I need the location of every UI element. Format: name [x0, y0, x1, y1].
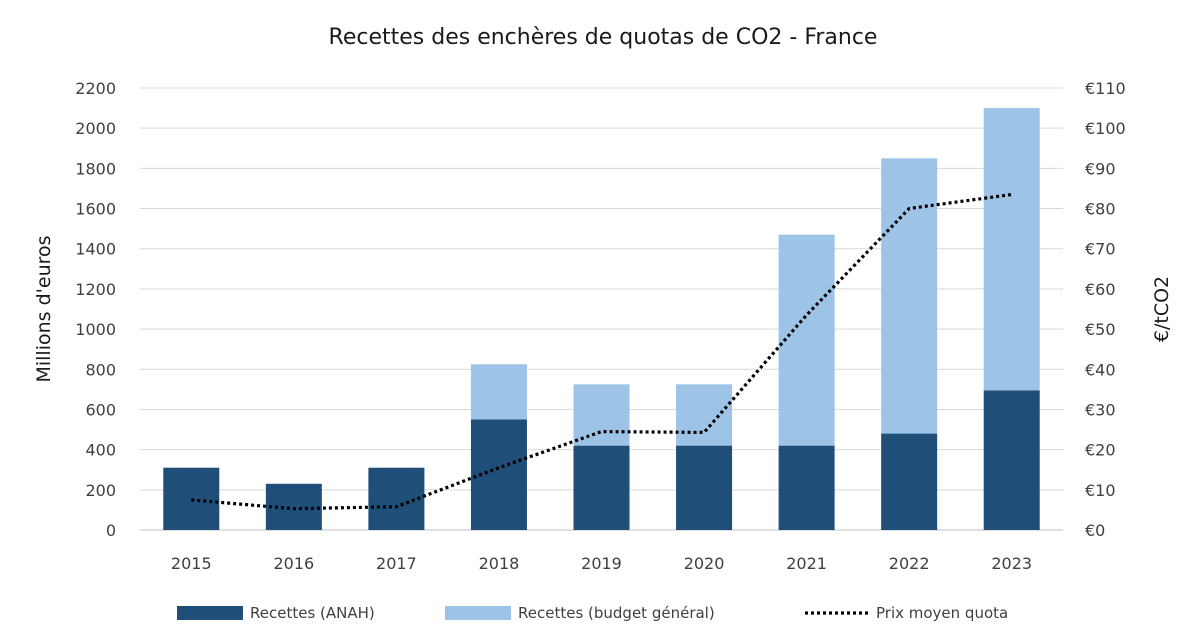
bar-anah-2021 — [778, 445, 835, 530]
bars — [163, 108, 1040, 530]
bar-budget-2022 — [881, 158, 938, 434]
x-tick-label: 2016 — [273, 554, 314, 573]
bar-budget-2018 — [470, 364, 527, 420]
y2-tick-label: €10 — [1085, 481, 1116, 500]
y2-tick-label: €110 — [1085, 79, 1126, 98]
y-axis-left-ticks: 0 200 400 600 800 1000 1200 1400 1600 1800 2000 220… — [75, 79, 116, 540]
y-axis-left-title: Millions d'euros — [33, 235, 55, 382]
x-tick-label: 2019 — [581, 554, 622, 573]
y-tick-label: 200 — [85, 481, 116, 500]
bar-anah-2023 — [983, 390, 1040, 530]
x-tick-label: 2022 — [889, 554, 930, 573]
y2-tick-label: €20 — [1085, 441, 1116, 460]
y-axis-right-ticks: €0 €10 €20 €30 €40 €50 €60 €70 €80 €90 €100 €110 — [1085, 79, 1126, 540]
y2-tick-label: €60 — [1085, 280, 1116, 299]
x-tick-label: 2015 — [171, 554, 212, 573]
bar-budget-2023 — [983, 108, 1040, 391]
bar-budget-2019 — [573, 384, 630, 446]
y2-tick-label: €0 — [1085, 521, 1105, 540]
y-axis-right-title: €/tCO2 — [1151, 276, 1173, 342]
legend-swatch-budget — [445, 606, 511, 620]
price-line-path — [191, 192, 1012, 511]
legend-label-budget: Recettes (budget général) — [518, 604, 715, 622]
legend: Recettes (ANAH) Recettes (budget général)… — [177, 604, 1008, 622]
y-tick-label: 2000 — [75, 119, 116, 138]
bar-anah-2017 — [368, 467, 425, 530]
y2-tick-label: €90 — [1085, 159, 1116, 178]
y-tick-label: 2200 — [75, 79, 116, 98]
x-tick-label: 2018 — [479, 554, 520, 573]
y-tick-label: 400 — [85, 441, 116, 460]
legend-label-anah: Recettes (ANAH) — [250, 604, 375, 622]
price-line — [191, 192, 1012, 511]
y2-tick-label: €50 — [1085, 320, 1116, 339]
y2-tick-label: €30 — [1085, 400, 1116, 419]
legend-label-price: Prix moyen quota — [876, 604, 1008, 622]
x-axis-ticks: 2015 2016 2017 2018 2019 2020 2021 2022 2023 — [171, 554, 1032, 573]
bar-anah-2020 — [676, 445, 733, 530]
y2-tick-label: €100 — [1085, 119, 1126, 138]
y-tick-label: 1200 — [75, 280, 116, 299]
x-tick-label: 2021 — [786, 554, 827, 573]
bar-anah-2019 — [573, 445, 630, 530]
bar-budget-2021 — [778, 234, 835, 446]
bar-anah-2015 — [163, 467, 220, 530]
bar-anah-2022 — [881, 433, 938, 530]
y-tick-label: 1400 — [75, 240, 116, 259]
y-tick-label: 600 — [85, 400, 116, 419]
chart-title: Recettes des enchères de quotas de CO2 -… — [329, 25, 878, 50]
y2-tick-label: €70 — [1085, 240, 1116, 259]
y-tick-label: 800 — [85, 360, 116, 379]
y-tick-label: 0 — [106, 521, 116, 540]
x-tick-label: 2023 — [991, 554, 1032, 573]
y-tick-label: 1800 — [75, 159, 116, 178]
y2-tick-label: €40 — [1085, 360, 1116, 379]
legend-swatch-anah — [177, 606, 243, 620]
y-tick-label: 1600 — [75, 200, 116, 219]
y-tick-label: 1000 — [75, 320, 116, 339]
bar-budget-2020 — [676, 384, 733, 446]
x-tick-label: 2020 — [684, 554, 725, 573]
y2-tick-label: €80 — [1085, 200, 1116, 219]
x-tick-label: 2017 — [376, 554, 417, 573]
